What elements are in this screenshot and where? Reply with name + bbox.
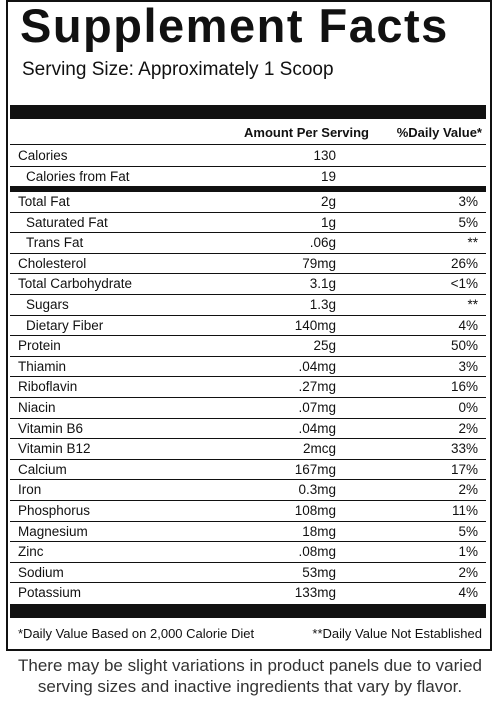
nutrient-amount: 2g: [320, 194, 336, 209]
nutrient-name: Calories: [18, 148, 68, 163]
disclaimer-line-2: serving sizes and inactive ingredients t…: [37, 677, 463, 696]
nutrient-row: Magnesium 18mg 5%: [10, 522, 486, 543]
nutrient-amount: 1g: [320, 214, 336, 230]
nutrient-name: Total Carbohydrate: [18, 276, 133, 292]
nutrient-daily-value: 3%: [458, 358, 478, 374]
bottom-divider-bar: [10, 604, 486, 618]
nutrient-daily-value: 33%: [450, 441, 478, 457]
nutrient-row: Zinc .08mg 1%: [10, 542, 486, 563]
nutrient-row: Protein 25g 50%: [10, 336, 486, 357]
nutrient-amount: 19: [320, 168, 336, 184]
nutrient-amount: 18mg: [302, 523, 336, 539]
nutrient-amount: 133mg: [294, 585, 336, 601]
nutrient-daily-value: 2%: [458, 482, 478, 498]
nutrient-name: Calories from Fat: [26, 168, 130, 184]
panel-title: Supplement Facts: [20, 0, 449, 52]
calorie-divider-bar: [10, 186, 486, 192]
nutrient-amount: 79mg: [302, 255, 336, 271]
nutrient-daily-value: <1%: [450, 276, 478, 292]
top-divider-bar: [10, 105, 486, 119]
nutrient-row: Trans Fat .06g **: [10, 233, 486, 254]
nutrient-daily-value: **: [467, 297, 478, 312]
nutrient-amount: 108mg: [294, 503, 336, 518]
daily-value-footnote: *Daily Value Based on 2,000 Calorie Diet: [18, 626, 255, 641]
nutrient-row: Niacin .07mg 0%: [10, 398, 486, 419]
nutrient-daily-value: 2%: [458, 420, 478, 436]
nutrient-row: Dietary Fiber 140mg 4%: [10, 316, 486, 337]
nutrient-amount: .27mg: [298, 379, 336, 395]
nutrient-daily-value: **: [467, 235, 478, 251]
nutrient-name: Phosphorus: [18, 503, 91, 518]
nutrient-amount: .04mg: [298, 420, 336, 436]
nutrient-daily-value: 17%: [450, 461, 478, 477]
nutrient-daily-value: 0%: [458, 400, 478, 415]
nutrient-name: Iron: [18, 482, 42, 498]
nutrient-name: Cholesterol: [18, 255, 87, 271]
not-established-footnote: **Daily Value Not Established: [312, 626, 482, 641]
nutrient-row: Total Fat 2g 3%: [10, 192, 486, 213]
nutrient-name: Sugars: [26, 297, 69, 312]
nutrient-amount: 140mg: [294, 317, 336, 333]
nutrient-amount: 1.3g: [309, 297, 336, 312]
nutrient-daily-value: 4%: [458, 317, 478, 333]
nutrient-name: Sodium: [18, 564, 64, 580]
nutrient-daily-value: 2%: [458, 564, 478, 580]
nutrient-name: Saturated Fat: [26, 214, 108, 230]
nutrient-amount: 167mg: [294, 461, 336, 477]
nutrient-amount: 2mcg: [302, 441, 336, 457]
nutrient-name: Niacin: [18, 400, 56, 415]
nutrient-amount: .04mg: [298, 358, 336, 374]
nutrient-amount: 130: [313, 148, 336, 163]
amount-per-serving-header: Amount Per Serving: [244, 125, 369, 140]
nutrient-name: Potassium: [18, 585, 82, 601]
nutrient-daily-value: 26%: [450, 255, 478, 271]
serving-size: Serving Size: Approximately 1 Scoop: [22, 59, 334, 80]
nutrient-amount: 25g: [313, 338, 336, 354]
nutrient-name: Zinc: [18, 544, 44, 560]
nutrient-daily-value: 5%: [458, 523, 478, 539]
nutrient-row: Phosphorus 108mg 11%: [10, 501, 486, 522]
nutrient-row: Thiamin .04mg 3%: [10, 357, 486, 378]
nutrient-row: Riboflavin .27mg 16%: [10, 377, 486, 398]
nutrient-row: Iron 0.3mg 2%: [10, 480, 486, 501]
nutrient-amount: .08mg: [298, 544, 336, 560]
nutrient-name: Vitamin B6: [18, 420, 84, 436]
nutrient-row: Sugars 1.3g **: [10, 295, 486, 316]
nutrient-daily-value: 16%: [450, 379, 478, 395]
nutrient-row: Potassium 133mg 4%: [10, 583, 486, 604]
nutrient-name: Calcium: [18, 461, 67, 477]
nutrient-amount: .06g: [309, 235, 336, 251]
nutrient-name: Magnesium: [18, 523, 88, 539]
nutrient-name: Vitamin B12: [18, 441, 91, 457]
header-divider: [10, 144, 486, 145]
nutrient-row: Calories 130: [10, 146, 486, 167]
nutrient-daily-value: 50%: [450, 338, 478, 354]
nutrient-row: Calcium 167mg 17%: [10, 460, 486, 481]
nutrient-daily-value: 11%: [451, 503, 478, 518]
nutrient-row: Sodium 53mg 2%: [10, 563, 486, 584]
nutrient-row: Vitamin B12 2mcg 33%: [10, 439, 486, 460]
nutrient-amount: 53mg: [302, 564, 336, 580]
nutrient-name: Protein: [18, 338, 61, 354]
nutrient-daily-value: 1%: [458, 544, 478, 560]
nutrient-row: Cholesterol 79mg 26%: [10, 254, 486, 275]
nutrient-amount: 3.1g: [309, 276, 336, 292]
disclaimer: There may be slight variations in produc…: [0, 655, 500, 697]
nutrient-name: Total Fat: [18, 194, 70, 209]
nutrient-daily-value: 3%: [458, 194, 478, 209]
nutrient-row: Saturated Fat 1g 5%: [10, 213, 486, 234]
daily-value-header: %Daily Value*: [396, 125, 482, 140]
nutrient-name: Trans Fat: [26, 235, 84, 251]
disclaimer-line-1: There may be slight variations in produc…: [18, 656, 482, 675]
nutrient-daily-value: 4%: [458, 585, 478, 601]
nutrient-row: Total Carbohydrate 3.1g <1%: [10, 274, 486, 295]
nutrient-row: Vitamin B6 .04mg 2%: [10, 419, 486, 440]
nutrient-amount: 0.3mg: [298, 482, 336, 498]
nutrient-row: Calories from Fat 19: [10, 167, 486, 188]
nutrient-daily-value: 5%: [458, 214, 478, 230]
nutrient-name: Riboflavin: [18, 379, 78, 395]
nutrient-name: Thiamin: [18, 358, 67, 374]
nutrient-amount: .07mg: [298, 400, 336, 415]
nutrient-name: Dietary Fiber: [26, 317, 104, 333]
